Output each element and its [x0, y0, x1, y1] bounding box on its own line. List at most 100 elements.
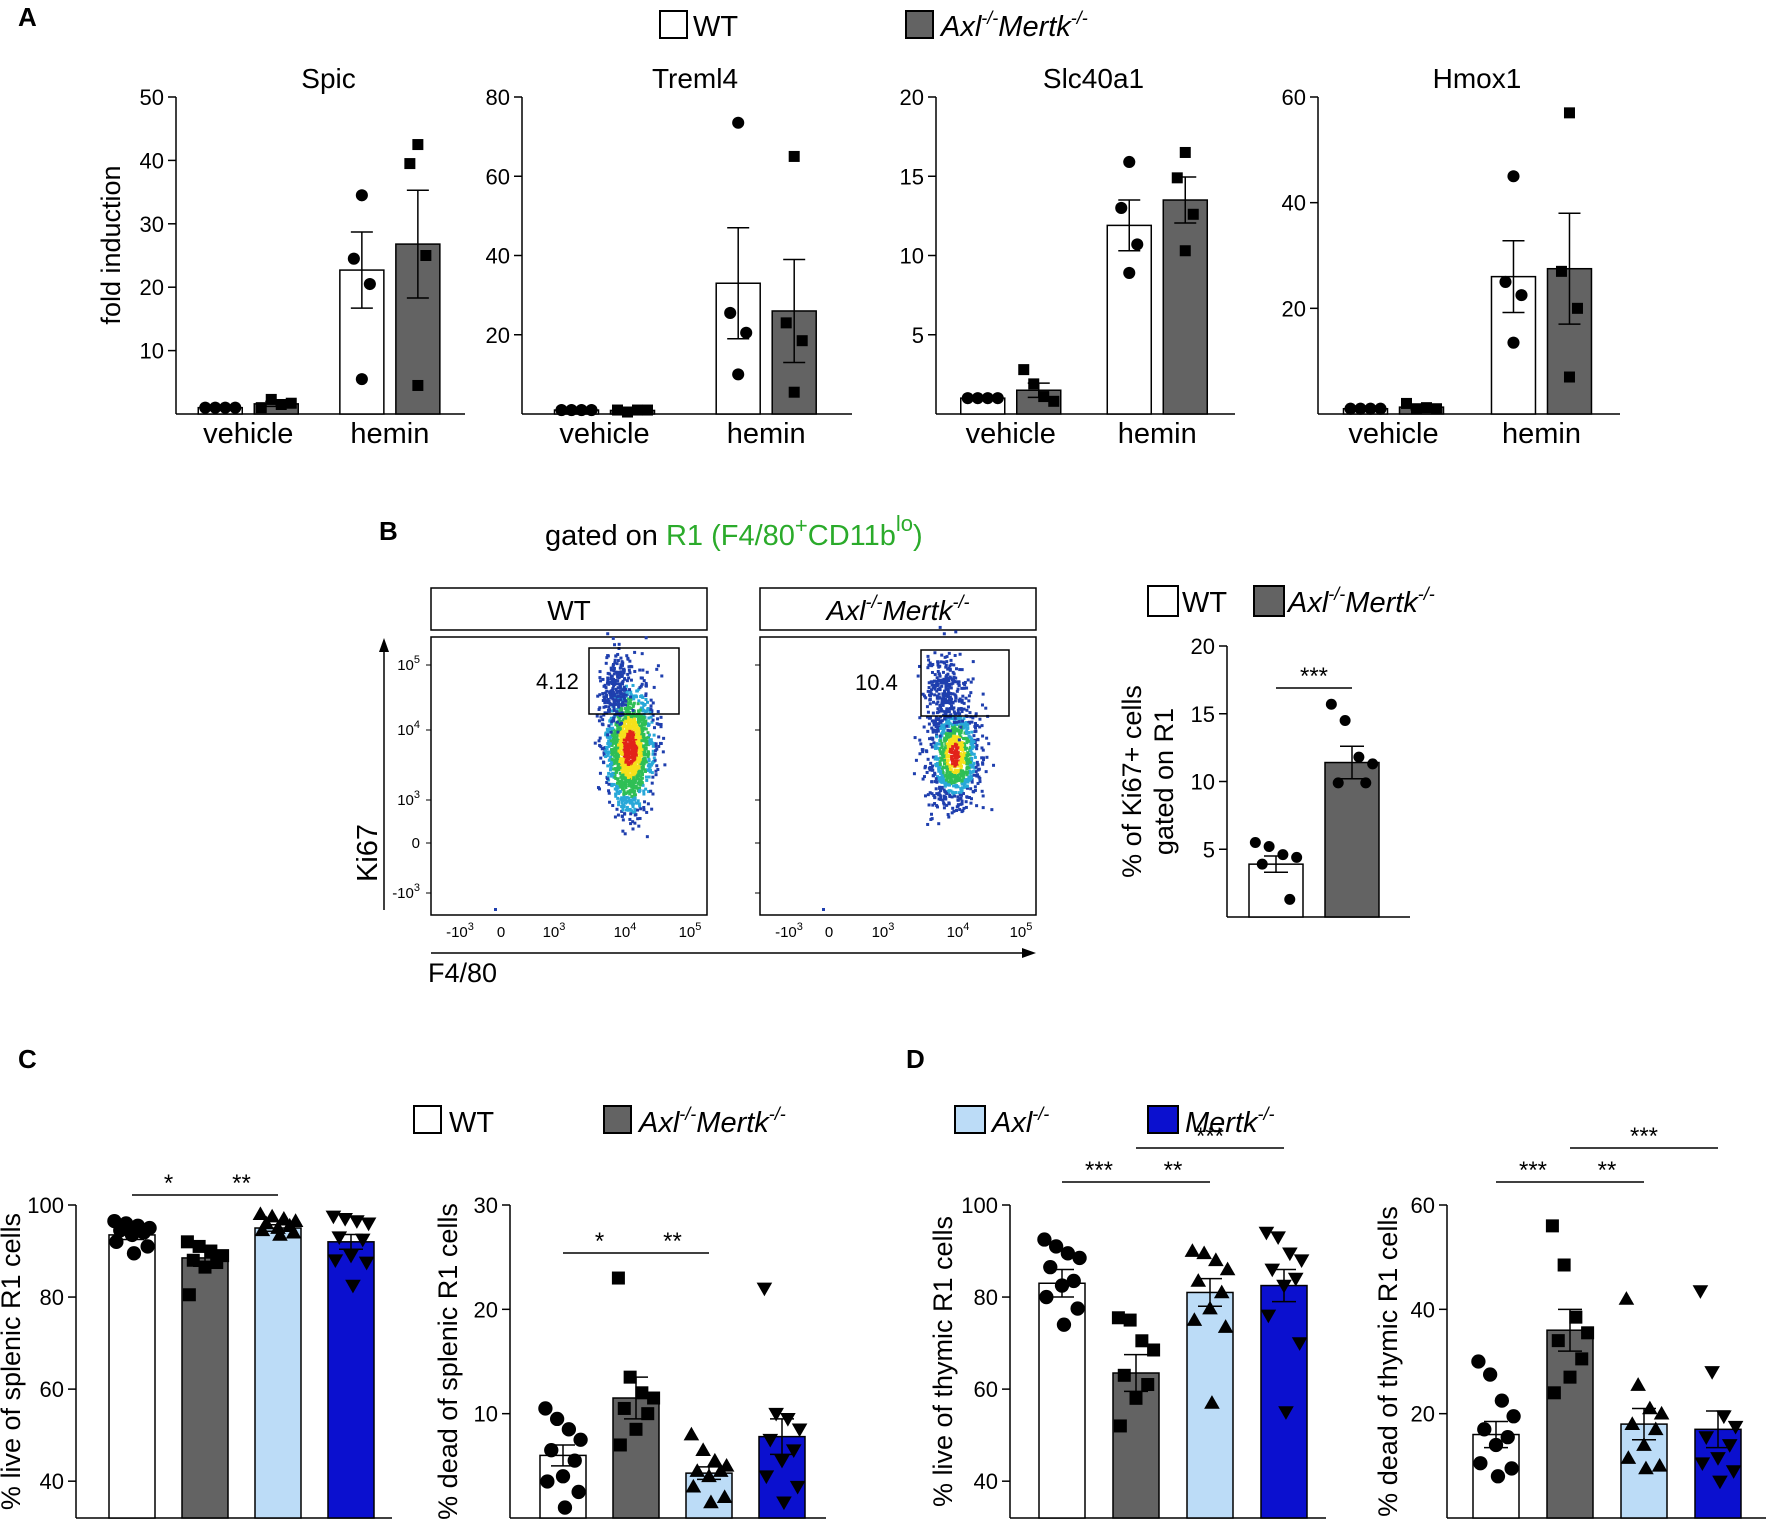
flow-event	[944, 783, 948, 787]
flow-event	[973, 785, 977, 789]
data-point	[1545, 1219, 1559, 1233]
flow-event	[944, 755, 948, 759]
flow-event	[602, 695, 606, 699]
flow-event	[934, 755, 938, 759]
flow-event	[604, 731, 608, 735]
flow-event	[622, 730, 626, 734]
flow-event	[939, 789, 943, 793]
flow-event	[965, 767, 969, 771]
flow-event	[974, 770, 978, 774]
flow-y-tick-label: 0	[412, 835, 420, 852]
flow-event	[605, 656, 609, 660]
flow-event	[654, 742, 658, 746]
legend-cd-dko-swatch	[603, 1105, 632, 1134]
flow-event	[613, 713, 617, 717]
flow-event	[622, 755, 626, 759]
data-point	[768, 1407, 784, 1422]
flow-event	[615, 807, 619, 811]
flow-event	[958, 721, 962, 725]
y-tick-label: 40	[974, 1469, 998, 1494]
flow-event	[946, 689, 950, 693]
flow-event	[963, 743, 967, 747]
flow-event	[950, 757, 954, 761]
flow-event	[612, 747, 616, 751]
flow-event	[644, 681, 648, 685]
data-point	[1066, 1273, 1081, 1289]
flow-event	[940, 767, 944, 771]
flow-event	[609, 703, 613, 707]
data-point	[762, 1433, 779, 1448]
flow-event	[928, 768, 932, 772]
flow-event	[657, 722, 661, 726]
data-point	[1147, 1343, 1161, 1357]
flow-x-tick-label: -103	[775, 921, 803, 941]
flow-event	[972, 762, 976, 766]
flow-event	[610, 709, 614, 713]
data-point	[1353, 751, 1365, 763]
flow-event	[978, 725, 982, 729]
flow-event	[633, 778, 637, 782]
flow-event	[612, 668, 616, 672]
flow-x-tick-label: 105	[679, 921, 702, 941]
flow-event	[647, 733, 651, 737]
flow-event	[648, 710, 652, 714]
flow-event	[605, 781, 609, 785]
flow-event	[971, 677, 975, 681]
flow-event	[956, 746, 960, 750]
legend-cd-axl-label: Axl-/-	[990, 1104, 1049, 1139]
flow-event	[943, 756, 947, 760]
flow-event	[644, 787, 648, 791]
flow-event	[610, 674, 614, 678]
flow-event	[980, 703, 984, 707]
flow-event	[931, 803, 935, 807]
flow-event	[635, 760, 639, 764]
flow-event	[963, 680, 967, 684]
flow-event	[612, 706, 616, 710]
flow-event	[932, 741, 936, 745]
flow-event	[631, 788, 635, 792]
flow-event	[646, 755, 650, 759]
flow-event	[939, 739, 943, 743]
flow-event	[615, 739, 619, 743]
legend-a: WT Axl-/-Mertk-/-	[659, 8, 1088, 43]
flow-event	[927, 686, 931, 690]
data-point	[354, 1233, 371, 1248]
flow-event	[633, 724, 637, 728]
data-point	[1725, 1465, 1742, 1479]
flow-event	[640, 676, 644, 680]
flow-event	[957, 743, 961, 747]
flow-event	[651, 752, 655, 756]
flow-event	[941, 681, 945, 685]
flow-event	[937, 722, 941, 726]
flow-event	[637, 770, 641, 774]
data-point	[1213, 1284, 1230, 1299]
flow-event	[616, 673, 620, 677]
flow-event	[638, 802, 642, 806]
flow-event	[960, 759, 964, 763]
flow-event	[935, 735, 939, 739]
flow-event	[963, 779, 967, 783]
flow-event	[647, 735, 651, 739]
flow-event	[630, 785, 634, 789]
bar	[1324, 761, 1380, 918]
flow-event	[943, 726, 947, 730]
flow-event	[613, 682, 617, 686]
flow-event	[631, 778, 635, 782]
flow-event	[978, 780, 982, 784]
flow-event	[624, 725, 628, 729]
flow-event	[943, 680, 947, 684]
flow-event	[974, 729, 978, 733]
data-point	[1263, 841, 1275, 853]
flow-event	[636, 799, 640, 803]
flow-event	[918, 752, 922, 756]
data-point	[1344, 402, 1357, 415]
flow-event	[635, 801, 639, 805]
data-point	[1282, 1247, 1298, 1262]
data-point	[1204, 1395, 1220, 1409]
flow-event	[617, 642, 621, 646]
flow-event	[613, 739, 617, 743]
flow-event	[956, 774, 960, 778]
flow-event	[945, 673, 949, 677]
data-point	[1716, 1410, 1732, 1425]
flow-event	[628, 671, 632, 675]
